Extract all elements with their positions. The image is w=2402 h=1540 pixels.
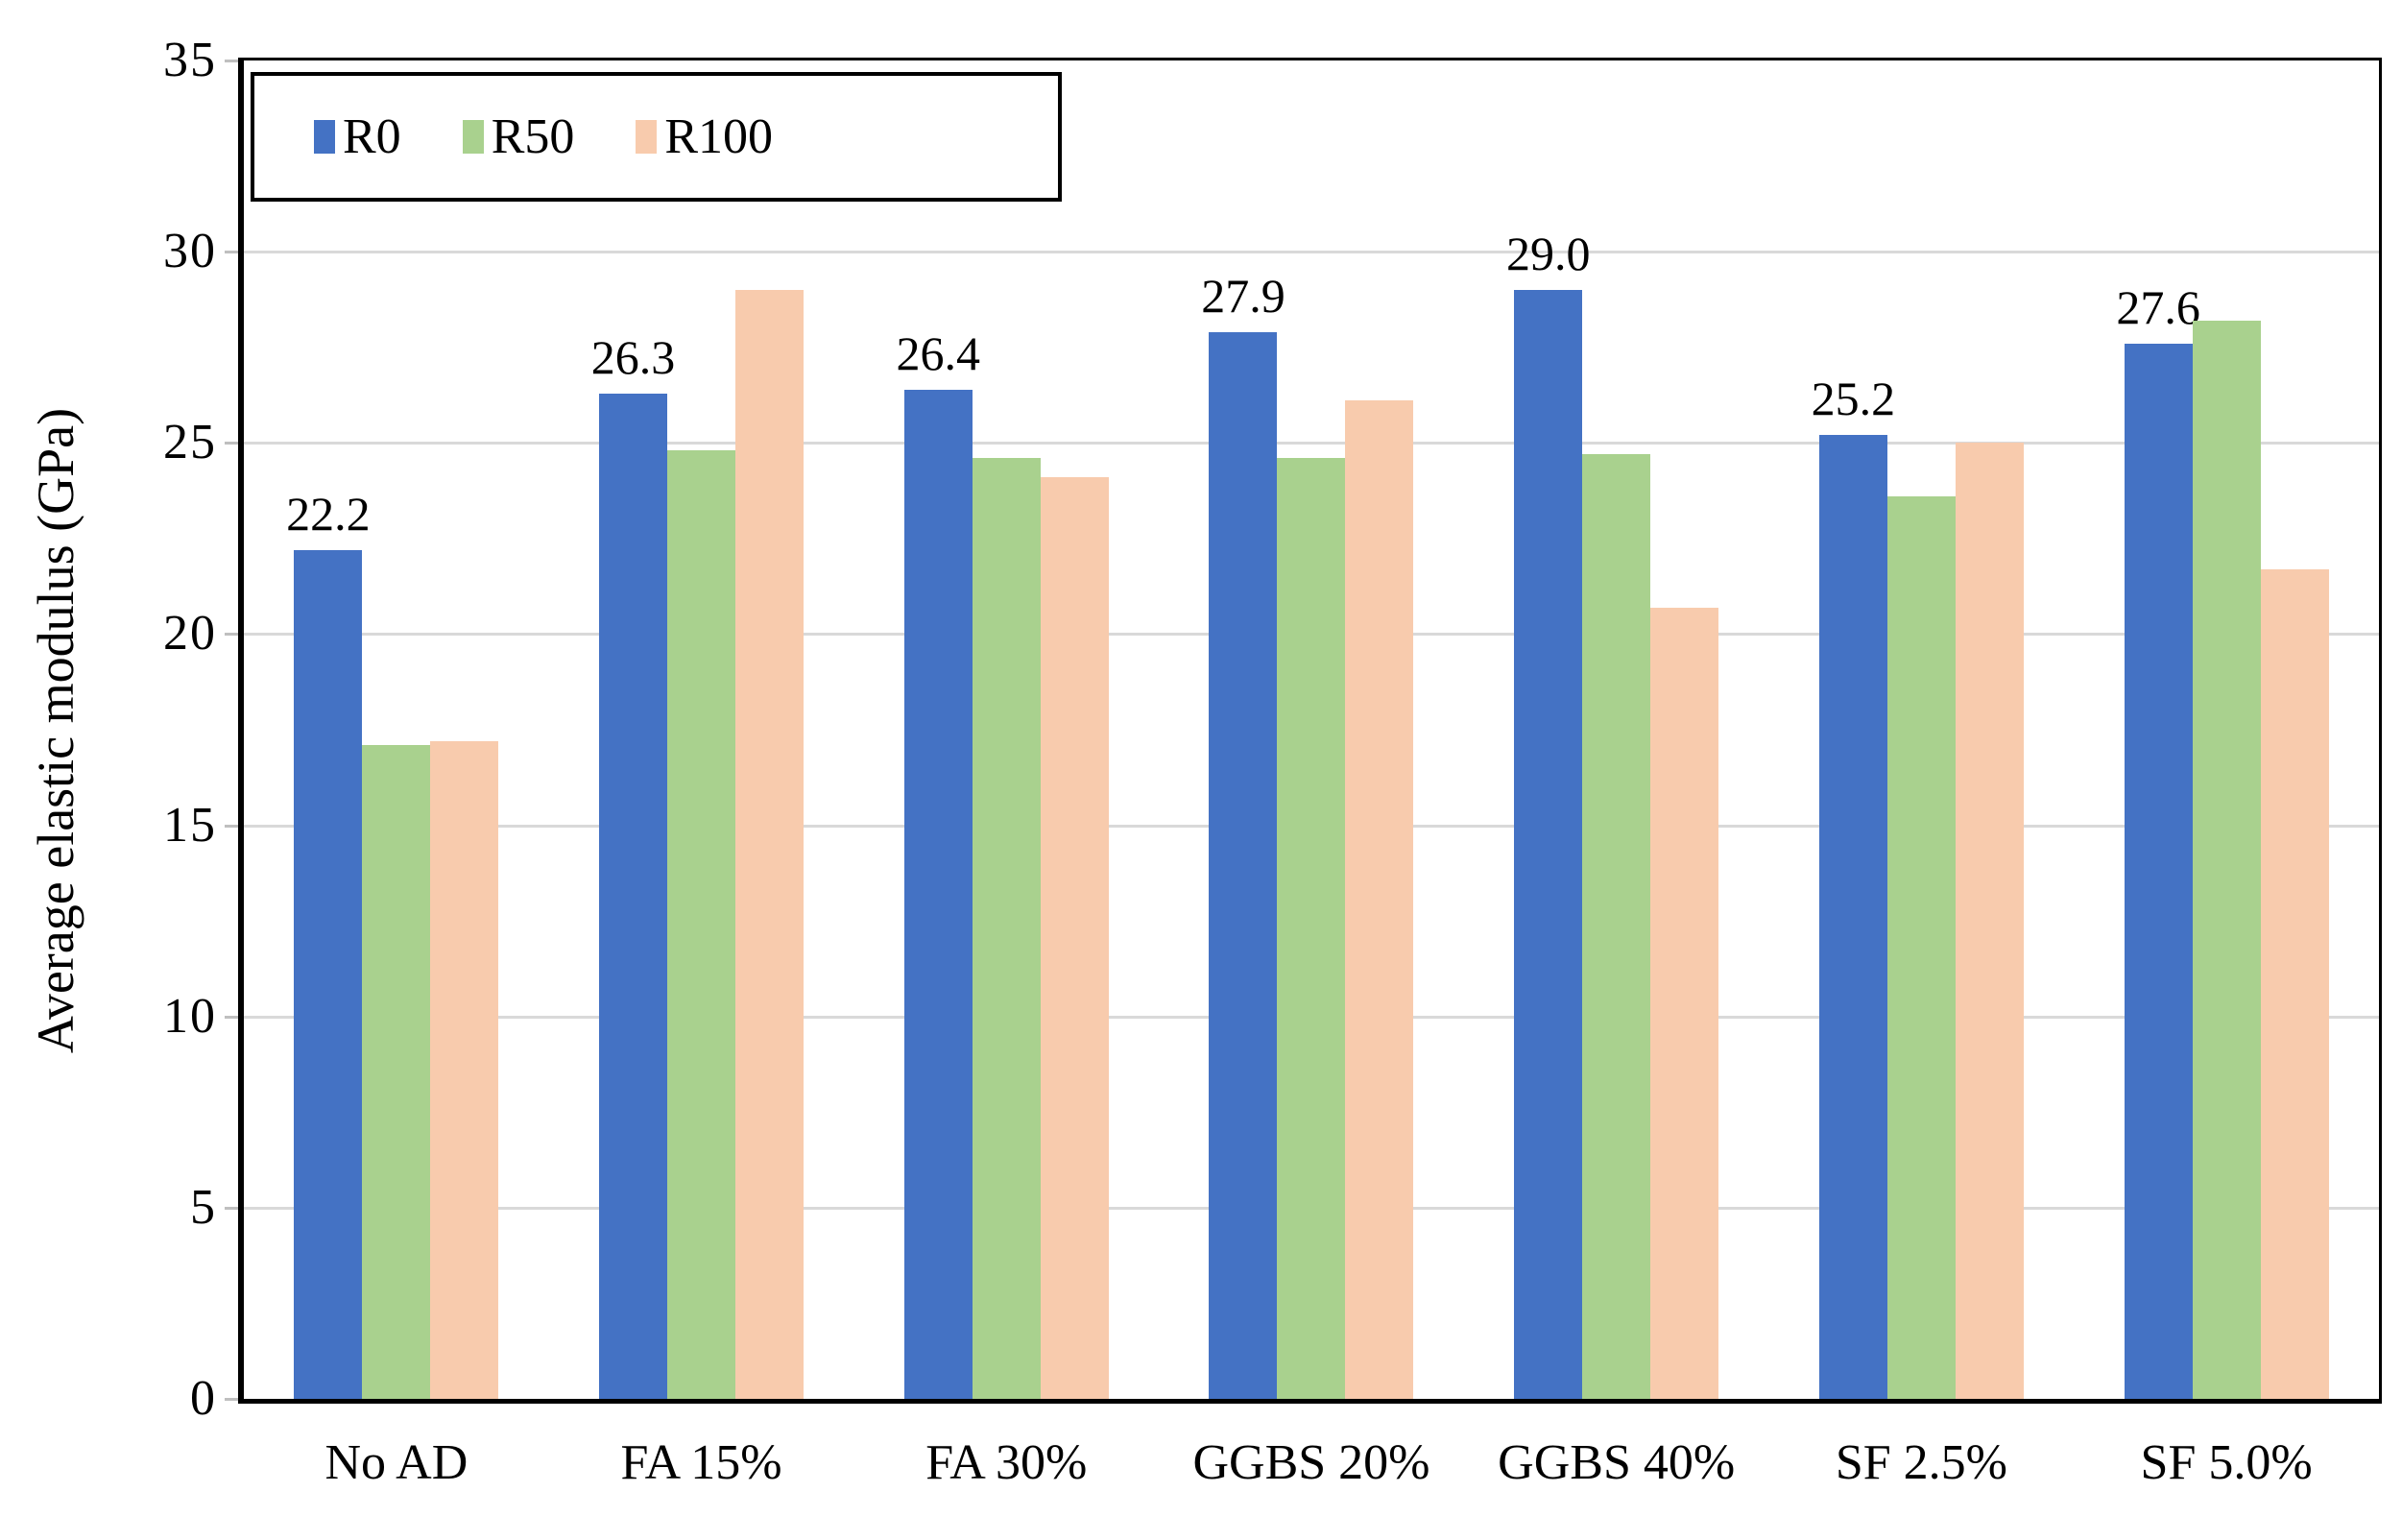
bar-group-no-ad: 22.2	[244, 60, 549, 1399]
bar-r100	[1955, 443, 2024, 1399]
legend: R0 R50 R100	[251, 72, 1062, 202]
bar-group-ggbs-20-: 27.9	[1159, 60, 1464, 1399]
x-category-label: GGBS 20%	[1192, 1435, 1430, 1490]
bar-group-ggbs-40-: 29.0	[1464, 60, 1769, 1399]
legend-item-r0: R0	[314, 108, 401, 164]
y-tick-label-30: 30	[163, 224, 217, 279]
y-tick-mark	[225, 824, 238, 828]
legend-item-r50: R50	[462, 108, 575, 164]
bar-r0: 22.2	[286, 487, 371, 1399]
data-label: 27.6	[2116, 279, 2200, 334]
bar-r50	[362, 744, 431, 1399]
y-tick-label-25: 25	[163, 415, 217, 470]
legend-label: R100	[664, 108, 774, 164]
y-axis-title-text: Average elastic modulus (GPa)	[27, 407, 84, 1054]
bar-r50	[1277, 458, 1346, 1399]
bar-r50	[667, 450, 736, 1399]
y-tick-mark	[225, 1206, 238, 1210]
x-category-label: FA 30%	[925, 1435, 1088, 1490]
y-tick-label-15: 15	[163, 797, 217, 853]
plot-area: 22.2 26.3 26.4 27.9 29.0 25.2 27.6 R0 R50 R100	[238, 58, 2382, 1404]
bar-r50	[1582, 454, 1651, 1399]
y-tick-mark	[225, 633, 238, 637]
y-tick-label-5: 5	[190, 1179, 217, 1235]
data-label: 26.3	[590, 329, 676, 384]
x-category-label: SF 5.0%	[2140, 1435, 2313, 1490]
data-label: 22.2	[286, 486, 371, 541]
bar-r100	[1040, 477, 1109, 1399]
y-tick-label-0: 0	[190, 1371, 217, 1426]
x-category-label: SF 2.5%	[1835, 1435, 2007, 1490]
bar-r0: 26.4	[897, 326, 980, 1399]
bar-group-sf-2-5-: 25.2	[1769, 60, 2075, 1399]
bar-r0: 26.3	[591, 330, 675, 1399]
bar-r0: 27.9	[1201, 269, 1285, 1399]
x-category-label: No AD	[324, 1435, 468, 1490]
data-label: 27.9	[1201, 268, 1285, 323]
legend-swatch-icon	[462, 120, 484, 154]
bar-r50	[972, 458, 1041, 1399]
x-category-label: FA 15%	[620, 1435, 782, 1490]
data-label: 25.2	[1811, 372, 1896, 426]
legend-item-r100: R100	[636, 108, 774, 164]
x-category-label: GGBS 40%	[1498, 1435, 1736, 1490]
legend-label: R0	[343, 108, 401, 164]
bar-r100	[1345, 400, 1414, 1399]
y-tick-label-35: 35	[163, 33, 217, 87]
y-tick-mark	[225, 1398, 238, 1401]
bar-group-sf-5-0-: 27.6	[2074, 60, 2379, 1399]
bar-r100	[1650, 607, 1719, 1399]
legend-swatch-icon	[636, 120, 658, 154]
bar-r100	[2260, 568, 2329, 1399]
y-tick-label-20: 20	[163, 606, 217, 662]
bar-r50	[2192, 320, 2261, 1399]
bar-r100	[735, 289, 805, 1399]
legend-label: R50	[491, 108, 575, 164]
y-tick-mark	[225, 1015, 238, 1019]
y-tick-mark	[225, 60, 238, 62]
bar-r100	[430, 740, 499, 1399]
legend-swatch-icon	[314, 120, 335, 154]
y-tick-label-10: 10	[163, 988, 217, 1044]
gridline-y30	[244, 251, 2379, 254]
bar-r0: 25.2	[1812, 372, 1895, 1399]
data-label: 26.4	[896, 325, 981, 380]
bar-r0: 27.6	[2116, 280, 2200, 1399]
bar-group-fa-30-: 26.4	[853, 60, 1159, 1399]
gridline-y25	[244, 442, 2379, 445]
bar-r0: 29.0	[1506, 227, 1590, 1399]
bar-r50	[1886, 496, 1956, 1399]
y-tick-mark	[225, 442, 238, 445]
data-label: 29.0	[1505, 226, 1591, 280]
bar-group-fa-15-: 26.3	[549, 60, 854, 1399]
y-tick-mark	[225, 251, 238, 254]
